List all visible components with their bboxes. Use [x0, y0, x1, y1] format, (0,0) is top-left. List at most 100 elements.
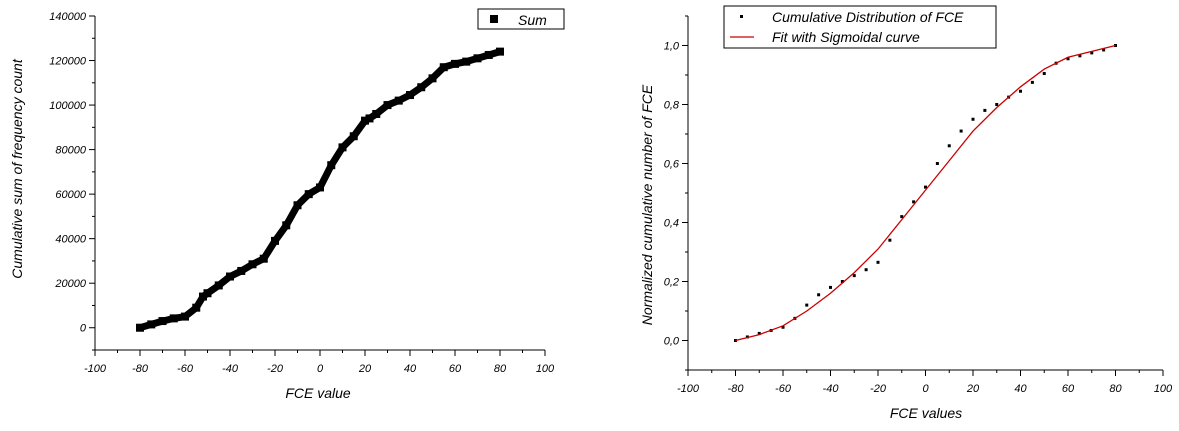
- data-point: [971, 117, 975, 121]
- data-point: [203, 289, 212, 298]
- legend-label: Cumulative Distribution of FCE: [772, 9, 964, 25]
- data-point: [1019, 89, 1022, 93]
- data-point: [248, 260, 257, 269]
- data-point: [158, 317, 167, 326]
- y-axis-label: Normalized cumulative number of FCE: [639, 84, 655, 325]
- data-point: [876, 260, 880, 264]
- data-point: [1102, 48, 1106, 52]
- data-point: [169, 314, 178, 323]
- x-tick-label: -40: [222, 363, 239, 375]
- x-tick-label: 100: [1154, 383, 1173, 395]
- x-tick-label: -20: [870, 383, 887, 395]
- y-tick-label: 80000: [55, 145, 86, 157]
- y-tick-label: 100000: [49, 100, 87, 112]
- x-tick-label: 60: [449, 363, 462, 375]
- x-tick-label: 40: [404, 363, 417, 375]
- data-point: [852, 274, 856, 278]
- data-point: [136, 323, 144, 332]
- data-point: [361, 116, 369, 125]
- data-point: [817, 293, 821, 297]
- data-point: [394, 96, 403, 105]
- data-point: [888, 238, 892, 242]
- data-point: [484, 50, 493, 59]
- x-tick-label: -80: [728, 383, 745, 395]
- data-point: [912, 200, 916, 204]
- data-point: [259, 254, 268, 263]
- legend-marker-dot: [740, 15, 743, 18]
- data-point: [226, 272, 234, 281]
- legend-label: Sum: [518, 12, 547, 28]
- legend-box: [723, 5, 997, 49]
- x-tick-label: -100: [84, 363, 107, 375]
- x-axis-label: FCE value: [285, 385, 351, 401]
- data-point: [1090, 51, 1094, 55]
- x-tick-label: -60: [177, 363, 194, 375]
- x-tick-label: 60: [1062, 383, 1075, 395]
- y-tick-label: 40000: [55, 234, 86, 246]
- data-point: [757, 331, 761, 335]
- data-point: [199, 292, 207, 301]
- y-tick-label: 0: [80, 323, 87, 335]
- data-point: [924, 185, 927, 189]
- x-tick-label: -100: [677, 383, 700, 395]
- data-point: [383, 101, 392, 110]
- data-point: [451, 59, 459, 68]
- data-point: [181, 312, 189, 321]
- data-point: [214, 281, 223, 290]
- data-point: [271, 236, 279, 245]
- legend-marker-square: [490, 15, 498, 23]
- data-point: [237, 266, 246, 275]
- chart-2: -100 -80 -60 -40 -20 0 20 40 60 80 100 0,0 0,2 0,4 0,6…: [639, 5, 1173, 421]
- data-point: [496, 47, 504, 56]
- x-tick-label: 20: [966, 383, 980, 395]
- x-tick-label: 80: [1109, 383, 1122, 395]
- x-tick-label: 100: [536, 363, 555, 375]
- data-point: [947, 144, 951, 148]
- series-cumulative-distribution: [734, 44, 1117, 342]
- legend-box: [477, 8, 565, 30]
- y-tick-label: 0,4: [664, 218, 679, 230]
- y-tick-label: 0,2: [664, 277, 679, 289]
- x-tick-label: -40: [823, 383, 840, 395]
- y-tick-label: 120000: [49, 56, 87, 68]
- x-tick-label: -60: [775, 383, 792, 395]
- data-point: [417, 83, 426, 92]
- data-point: [959, 129, 963, 133]
- y-tick-label: 0,8: [664, 100, 680, 112]
- x-tick-label: 20: [358, 363, 372, 375]
- data-point: [781, 325, 785, 329]
- x-tick-label: 40: [1014, 383, 1027, 395]
- legend: Sum: [477, 8, 565, 30]
- data-point: [983, 108, 987, 112]
- data-point: [365, 114, 374, 123]
- data-point: [293, 201, 302, 210]
- data-point: [1066, 57, 1070, 61]
- y-tick-label: 0,0: [664, 336, 680, 348]
- x-tick-label: 0: [317, 363, 324, 375]
- data-point: [428, 74, 437, 83]
- data-point: [1078, 54, 1082, 58]
- data-point: [935, 162, 939, 165]
- data-point: [316, 183, 324, 192]
- series-sum: [136, 47, 504, 332]
- y-tick-label: 20000: [54, 278, 86, 290]
- data-point: [282, 221, 291, 230]
- data-point: [439, 63, 448, 72]
- legend-label: Fit with Sigmoidal curve: [772, 29, 920, 45]
- data-point: [995, 103, 999, 106]
- chart-1: -100 -80 -60 -40 -20 0 20 40 60 80 100 0 20000 40000 6…: [9, 8, 565, 401]
- data-point: [338, 143, 347, 152]
- series-fit-line: [735, 44, 1116, 342]
- data-point: [327, 161, 336, 170]
- legend: Cumulative Distribution of FCE Fit with S…: [723, 5, 997, 49]
- data-point: [473, 54, 482, 63]
- data-point: [805, 303, 809, 307]
- data-point: [1030, 80, 1034, 84]
- data-point: [900, 215, 904, 219]
- x-tick-label: 80: [494, 363, 507, 375]
- x-tick-label: 0: [922, 383, 929, 395]
- y-tick-label: 0,6: [664, 159, 680, 171]
- data-point: [406, 91, 414, 100]
